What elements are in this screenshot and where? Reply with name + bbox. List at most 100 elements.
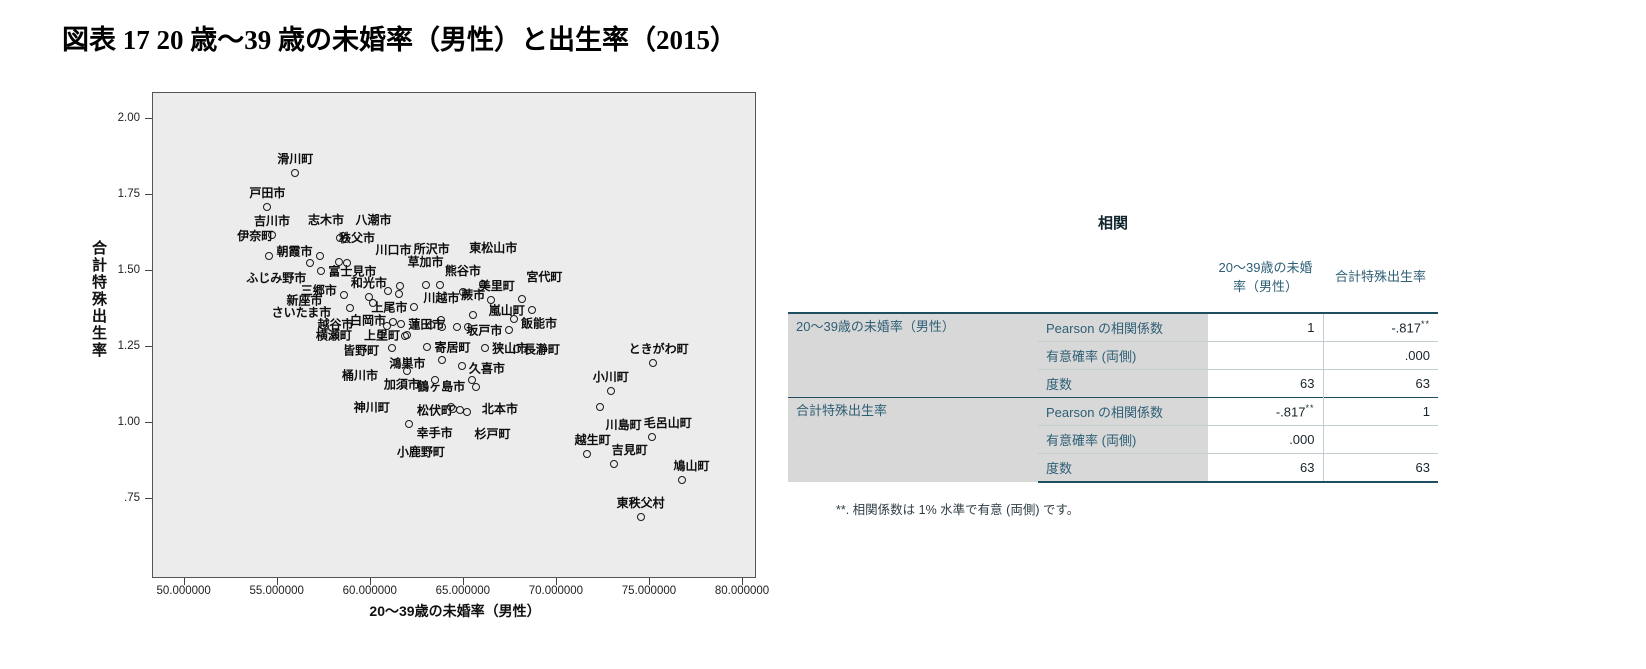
point-label: 嵐山町 (488, 303, 525, 318)
scatter-point (404, 419, 413, 428)
scatter-point (430, 375, 439, 384)
cell-value: -.817** (1322, 313, 1438, 342)
row-label: 20～39歳の未婚率（男性） (788, 313, 1038, 398)
stat-label: 度数 (1038, 369, 1208, 398)
y-tick-label: 1.00 (117, 416, 140, 429)
x-tick-mark (462, 578, 464, 585)
scatter-point (636, 513, 645, 522)
x-tick-label: 50.000000 (156, 585, 211, 597)
scatter-point (527, 306, 536, 315)
point-label: 戸田市 (249, 185, 286, 200)
x-tick-label: 75.000000 (621, 585, 677, 597)
scatter-point (369, 298, 378, 307)
y-tick-mark (145, 118, 152, 120)
point-label: 上尾市 (371, 300, 408, 315)
point-label: 久喜市 (468, 361, 505, 376)
point-label: 伊奈町 (237, 229, 274, 244)
scatter-point (469, 311, 478, 320)
x-tick-label: 65.000000 (435, 585, 491, 597)
y-tick-mark (145, 346, 152, 348)
y-tick-label: 1.50 (117, 264, 140, 277)
point-label: 飯能市 (521, 316, 558, 331)
x-tick-mark (276, 578, 278, 585)
point-label: 越谷市 (317, 317, 354, 332)
y-tick-mark (145, 498, 152, 500)
point-label: 蕨市 (461, 288, 486, 303)
scatter-point (315, 251, 324, 260)
point-label: 熊谷市 (444, 263, 481, 278)
point-label: 鶴ヶ島市 (417, 379, 466, 394)
scatter-point (453, 322, 462, 331)
y-tick-mark (145, 194, 152, 196)
cell-value: -.817** (1208, 397, 1323, 426)
point-label: 八潮市 (355, 213, 392, 228)
scatter-point (427, 321, 436, 330)
x-tick-label: 55.000000 (249, 585, 304, 597)
cell-value: 63 (1208, 453, 1323, 483)
scatter-point (291, 168, 300, 177)
point-label: 東秩父村 (616, 496, 665, 511)
scatter-point (647, 432, 656, 441)
point-label: ふじみ野市 (246, 270, 307, 285)
y-axis-title: 合計特殊出生率 (90, 240, 107, 359)
point-label: 小鹿野町 (396, 444, 445, 459)
point-label: 草加市 (407, 254, 444, 269)
cell-value (1322, 425, 1438, 454)
table-title: 相関 (1097, 215, 1128, 232)
scatter-point (464, 322, 473, 331)
scatter-point (401, 332, 410, 341)
cell-value: 63 (1322, 369, 1438, 398)
scatter-point (384, 286, 393, 295)
scatter-point (438, 355, 447, 364)
y-tick-label: 1.75 (117, 188, 140, 201)
point-label: 志木市 (307, 213, 344, 228)
scatter-point (364, 292, 373, 301)
scatter-point (677, 475, 686, 484)
point-label: 富士見市 (328, 264, 377, 279)
point-label: 狭山市 (492, 341, 529, 356)
point-label: 皆野町 (343, 343, 380, 358)
scatter-point (438, 322, 447, 331)
scatter-point (397, 319, 406, 328)
scatter-point (435, 280, 444, 289)
y-tick-mark (145, 270, 152, 272)
point-label: 桶川市 (341, 368, 378, 383)
stat-label: 有意確率 (両側) (1038, 425, 1208, 454)
point-label: 越生町 (574, 433, 611, 448)
scatter-point (505, 326, 514, 335)
point-label: 幸手市 (416, 425, 453, 440)
stat-label: 度数 (1038, 453, 1208, 483)
cell-value: 1 (1322, 397, 1438, 426)
row-label: 合計特殊出生率 (788, 397, 1038, 482)
column-header-tfr: 合計特殊出生率 (1323, 243, 1438, 314)
point-label: 神川町 (353, 400, 390, 415)
point-label: 松伏町 (417, 403, 454, 418)
scatter-point (606, 387, 615, 396)
point-label: 川島町 (605, 418, 642, 433)
scatter-point (421, 280, 430, 289)
scatter-point (648, 358, 657, 367)
point-label: 毛呂山町 (643, 415, 692, 430)
point-label: 鴻巣市 (389, 356, 426, 371)
point-label: 吉見町 (611, 443, 648, 458)
x-tick-mark (555, 578, 557, 585)
point-label: 三郷市 (300, 283, 337, 298)
scatter-point (389, 317, 398, 326)
x-tick-label: 60.000000 (342, 585, 397, 597)
scatter-point (306, 258, 315, 267)
cell-value (1208, 341, 1323, 370)
point-label: 滑川町 (277, 151, 314, 166)
scatter-point (471, 383, 480, 392)
point-label: 東松山市 (469, 240, 518, 255)
point-label: 白岡市 (350, 313, 387, 328)
scatter-point (376, 330, 385, 339)
scatter-point (382, 322, 391, 331)
scatter-point (265, 252, 274, 261)
scatter-point (479, 279, 488, 288)
table-footnote: **. 相関係数は 1% 水準で有意 (両側) です。 (836, 503, 1080, 517)
scatter-point (339, 291, 348, 300)
point-label: 鳩山町 (673, 458, 710, 473)
point-label: 長瀞町 (523, 342, 560, 357)
y-tick-label: .75 (124, 492, 140, 505)
